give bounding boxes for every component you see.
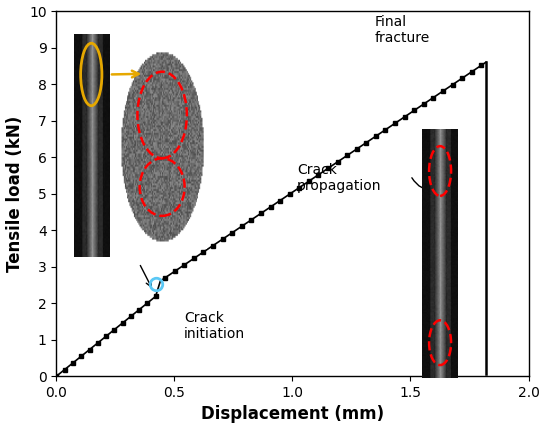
Text: Crack
initiation: Crack initiation xyxy=(184,311,245,341)
Text: Crack
propagation: Crack propagation xyxy=(297,163,382,193)
X-axis label: Displacement (mm): Displacement (mm) xyxy=(201,405,384,423)
Text: Final
fracture: Final fracture xyxy=(375,15,431,45)
Y-axis label: Tensile load (kN): Tensile load (kN) xyxy=(5,115,23,272)
